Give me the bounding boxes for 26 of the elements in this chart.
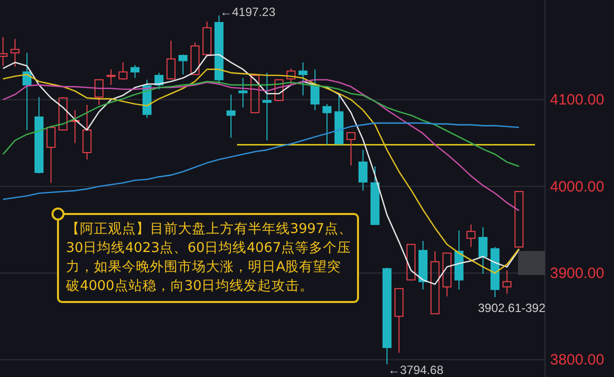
candlestick bbox=[310, 68, 320, 111]
candlestick bbox=[358, 149, 368, 192]
candlestick bbox=[106, 68, 116, 86]
candlestick bbox=[82, 104, 92, 160]
candlestick bbox=[238, 78, 248, 108]
candlestick bbox=[502, 270, 512, 294]
y-tick-label: 3800.00 bbox=[550, 352, 604, 369]
y-tick-label: 4000.00 bbox=[550, 178, 604, 196]
candlestick bbox=[418, 240, 428, 290]
y-tick-label: 4100.00 bbox=[550, 92, 604, 109]
candlestick bbox=[70, 110, 80, 144]
y-tick-label: 3900.00 bbox=[550, 265, 604, 282]
annotation: 【阿正观点】目前大盘上方有半年线3997点、30日均线4023点、60日均线4067点等多个压力，如果今晚外围市场大涨，明日A股有望突破4000点站稳，向30日均线发起攻击。 bbox=[66, 220, 354, 296]
annotation: ←3794.68 bbox=[388, 363, 444, 377]
annotation: ←4197.23 bbox=[220, 5, 276, 19]
line-series bbox=[2, 80, 520, 168]
annotation: 3902.61-392 bbox=[478, 301, 546, 315]
candlestick bbox=[262, 72, 272, 141]
line-series bbox=[2, 122, 520, 200]
candlestick bbox=[298, 62, 308, 96]
candlestick bbox=[226, 94, 236, 138]
candlestick bbox=[0, 36, 8, 66]
candlestick bbox=[454, 230, 464, 290]
candlestick bbox=[478, 226, 488, 274]
candlestick bbox=[466, 224, 476, 248]
candlestick bbox=[10, 38, 20, 68]
